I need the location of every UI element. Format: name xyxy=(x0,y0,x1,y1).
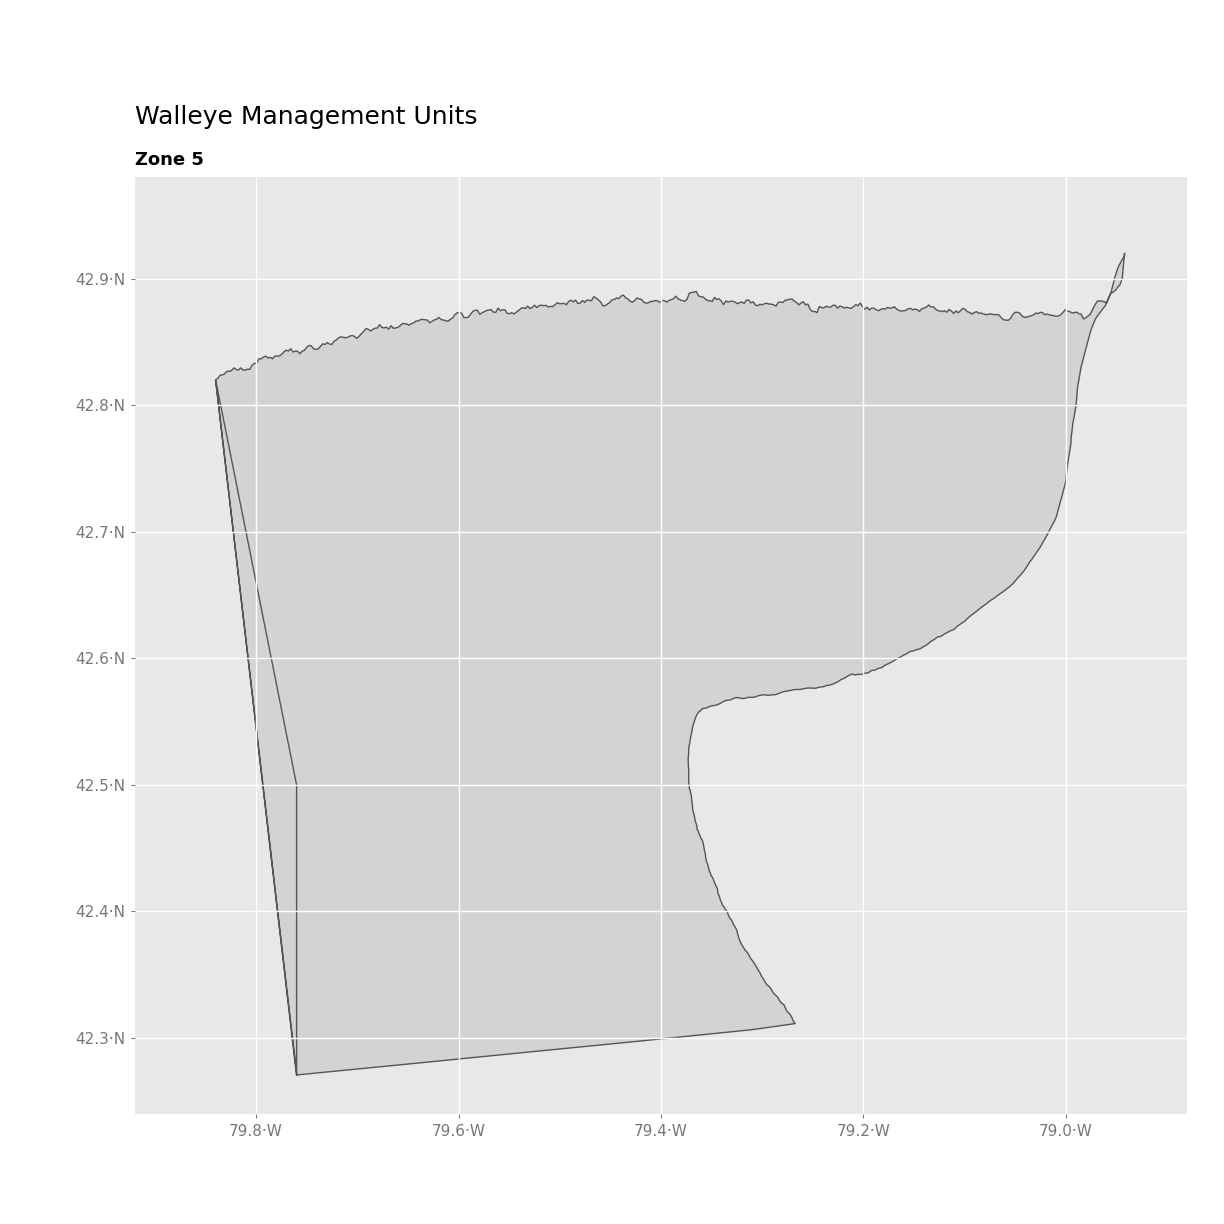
Text: Zone 5: Zone 5 xyxy=(135,151,203,169)
Polygon shape xyxy=(215,253,1125,1076)
Text: Walleye Management Units: Walleye Management Units xyxy=(135,104,477,129)
